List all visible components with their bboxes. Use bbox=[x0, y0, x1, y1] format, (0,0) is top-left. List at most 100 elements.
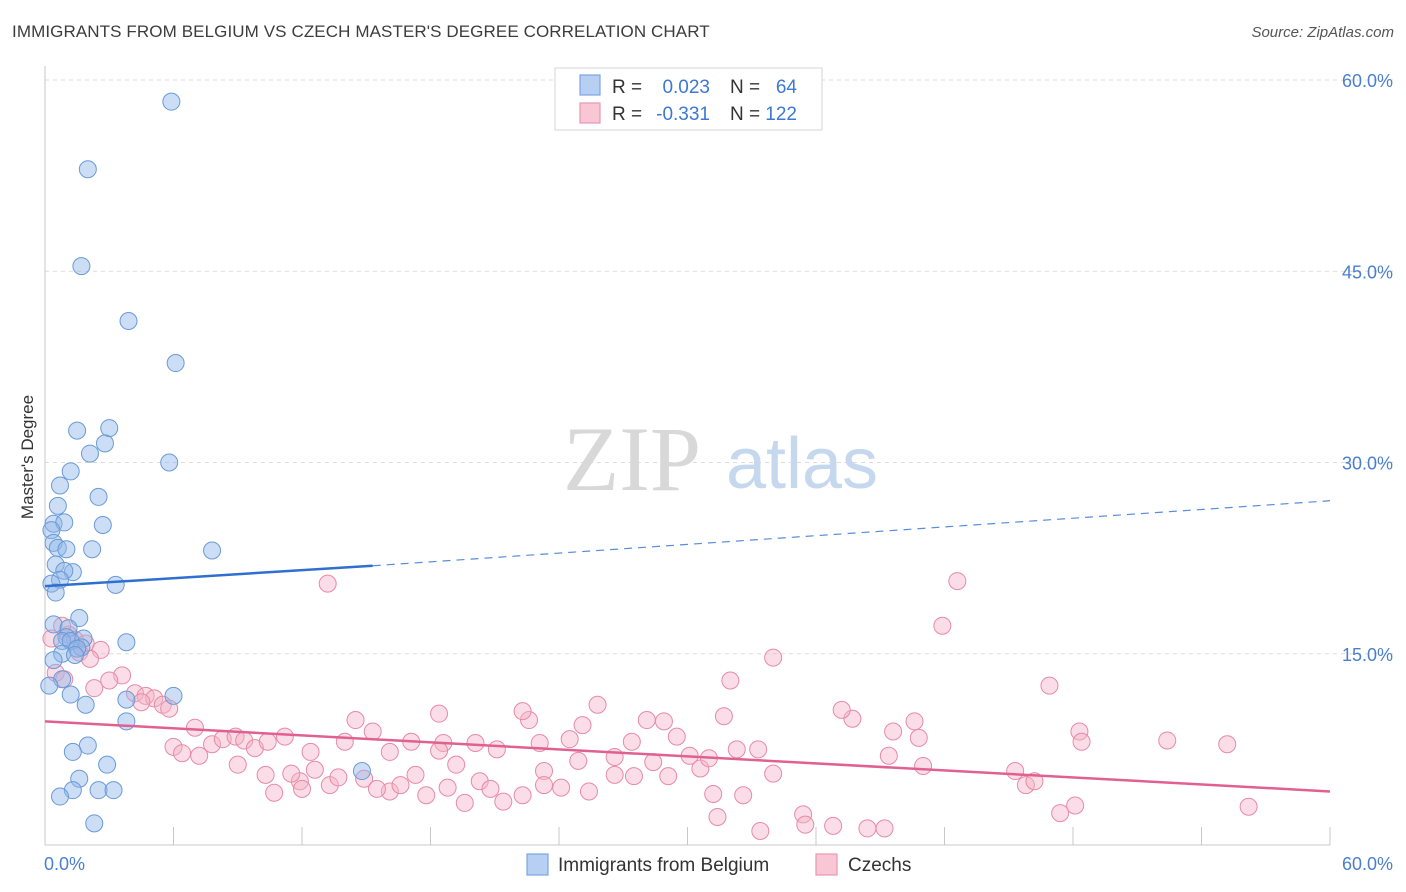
czechs-point bbox=[624, 767, 643, 786]
czechs-point bbox=[948, 572, 967, 591]
legend-n-label-belgium: N = bbox=[730, 77, 760, 98]
czechs-point bbox=[824, 816, 843, 835]
czechs-point bbox=[905, 712, 924, 731]
czechs-point bbox=[622, 732, 641, 751]
bottom-legend-label-czechs: Czechs bbox=[848, 855, 911, 876]
belgium-point bbox=[166, 354, 185, 373]
belgium-point bbox=[104, 781, 123, 800]
y-tick-label: 30.0% bbox=[1342, 454, 1393, 474]
x-tick-label: 0.0% bbox=[44, 854, 85, 874]
czechs-point bbox=[552, 778, 571, 797]
belgium-point bbox=[160, 453, 179, 472]
czechs-point bbox=[470, 772, 489, 791]
belgium-point bbox=[42, 574, 61, 593]
belgium-point bbox=[93, 515, 112, 534]
czechs-point bbox=[764, 764, 783, 783]
czechs-point bbox=[796, 815, 815, 834]
belgium-point bbox=[44, 651, 63, 670]
czechs-point bbox=[1158, 731, 1177, 750]
belgium-point bbox=[117, 690, 136, 709]
belgium-trend-extension bbox=[372, 500, 1331, 567]
czechs-point bbox=[714, 707, 733, 726]
watermark-zip: ZIP bbox=[563, 408, 701, 510]
stats-legend: R = 0.023 N = 64 R = -0.331 N = 122 bbox=[554, 67, 823, 131]
axes bbox=[44, 66, 1331, 846]
czechs-point bbox=[605, 765, 624, 784]
czechs-point bbox=[363, 722, 382, 741]
czechs-point bbox=[1006, 762, 1025, 781]
belgium-point bbox=[61, 462, 80, 481]
czechs-point bbox=[667, 727, 686, 746]
czechs-point bbox=[914, 756, 933, 775]
belgium-point bbox=[65, 646, 84, 665]
czechs-point bbox=[42, 629, 61, 648]
czechs-point bbox=[455, 793, 474, 812]
belgium-point bbox=[80, 444, 99, 463]
czechs-point bbox=[438, 778, 457, 797]
czechs-point bbox=[282, 764, 301, 783]
legend-r-label-belgium: R = bbox=[612, 77, 642, 98]
czechs-point bbox=[228, 755, 247, 774]
czechs-point bbox=[644, 753, 663, 772]
chart-source: Source: ZipAtlas.com bbox=[1251, 24, 1394, 41]
legend-r-value-belgium: 0.023 bbox=[662, 77, 710, 98]
czechs-point bbox=[875, 819, 894, 838]
legend-swatch-belgium bbox=[579, 74, 601, 96]
legend-n-value-belgium: 64 bbox=[776, 77, 798, 98]
czechs-point bbox=[1218, 735, 1237, 754]
czechs-point bbox=[301, 742, 320, 761]
czechs-point bbox=[256, 765, 275, 784]
bottom-legend-label-belgium: Immigrants from Belgium bbox=[558, 855, 769, 876]
czechs-point bbox=[466, 734, 485, 752]
czechs-point bbox=[843, 709, 862, 728]
czechs-point bbox=[579, 782, 598, 801]
belgium-point bbox=[48, 496, 67, 515]
czechs-point bbox=[203, 735, 222, 754]
belgium-point bbox=[70, 769, 89, 788]
belgium-point bbox=[119, 311, 138, 330]
y-tick-label: 15.0% bbox=[1342, 645, 1393, 665]
czechs-point bbox=[430, 704, 449, 723]
czechs-point bbox=[391, 776, 410, 795]
czechs-point bbox=[764, 648, 783, 667]
czechs-point bbox=[1066, 796, 1085, 815]
czechs-point bbox=[173, 744, 192, 763]
czechs-point bbox=[751, 821, 770, 840]
czechs-point bbox=[265, 783, 284, 802]
legend-r-label-czechs: R = bbox=[612, 104, 642, 125]
czechs-point bbox=[406, 765, 425, 784]
belgium-point bbox=[50, 787, 69, 806]
czechs-trend-line bbox=[44, 720, 1331, 793]
belgium-point bbox=[44, 615, 63, 634]
czechs-point bbox=[1239, 797, 1258, 816]
belgium-point bbox=[78, 160, 97, 179]
czechs-point bbox=[430, 741, 449, 760]
czechs-point bbox=[481, 779, 500, 798]
series-legend: Immigrants from Belgium Czechs bbox=[526, 853, 911, 876]
czechs-point bbox=[91, 640, 110, 659]
belgium-point bbox=[100, 419, 119, 438]
czechs-point bbox=[447, 755, 466, 774]
czechs-point bbox=[734, 786, 753, 805]
belgium-point bbox=[72, 257, 91, 276]
czechs-point bbox=[293, 779, 311, 798]
tick-labels: 15.0% 30.0% 45.0% 60.0% 0.0% 60.0% bbox=[44, 71, 1393, 874]
belgium-point bbox=[83, 540, 102, 559]
czechs-point bbox=[335, 732, 354, 751]
czechs-point bbox=[513, 786, 532, 805]
y-tick-label: 60.0% bbox=[1342, 71, 1393, 91]
watermark: ZIP atlas bbox=[563, 408, 878, 510]
legend-r-value-czechs: -0.331 bbox=[656, 104, 710, 125]
czechs-point bbox=[132, 693, 151, 712]
czechs-point bbox=[513, 702, 532, 721]
czechs-point bbox=[832, 700, 851, 719]
czechs-point bbox=[1025, 772, 1044, 791]
czechs-point bbox=[487, 740, 506, 759]
y-axis-title: Master's Degree bbox=[18, 395, 37, 519]
y-tick-label: 45.0% bbox=[1342, 262, 1393, 282]
czechs-point bbox=[520, 711, 539, 730]
grid-lines bbox=[45, 79, 1395, 655]
belgium-point bbox=[57, 540, 76, 559]
legend-swatch-czechs bbox=[579, 102, 601, 124]
